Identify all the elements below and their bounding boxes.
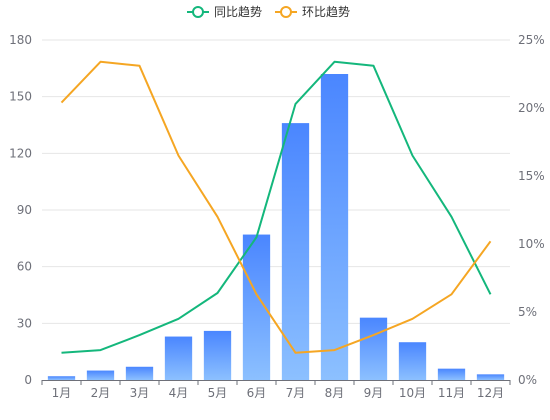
x-tick-label: 8月	[325, 386, 345, 400]
bars	[47, 74, 505, 380]
bar[interactable]	[320, 74, 349, 380]
series-line[interactable]	[61, 60, 492, 354]
y-right-tick-label: 20%	[518, 101, 545, 115]
y-left-tick-label: 150	[9, 90, 32, 104]
x-tick-label: 4月	[169, 386, 189, 400]
bar[interactable]	[47, 376, 76, 380]
y-left-tick-label: 0	[24, 373, 32, 387]
x-tick-label: 2月	[91, 386, 111, 400]
bar[interactable]	[86, 370, 115, 380]
lines	[60, 60, 492, 354]
x-tick-label: 9月	[364, 386, 384, 400]
legend-label: 环比趋势	[302, 5, 350, 19]
bar[interactable]	[203, 330, 232, 380]
bar[interactable]	[164, 336, 193, 380]
x-tick-label: 7月	[286, 386, 306, 400]
bar[interactable]	[476, 374, 505, 380]
bar[interactable]	[359, 317, 388, 380]
grid	[42, 39, 510, 324]
y-left-tick-label: 60	[17, 260, 32, 274]
y-left-tick-label: 180	[9, 33, 32, 47]
x-tick-label: 6月	[247, 386, 267, 400]
x-tick-label: 11月	[438, 386, 465, 400]
legend[interactable]: 同比趋势 环比趋势	[187, 5, 350, 19]
legend-item[interactable]: 同比趋势	[187, 5, 262, 19]
y-right-tick-label: 5%	[518, 305, 537, 319]
legend-circle-icon	[192, 6, 204, 18]
y-left-tick-label: 30	[17, 316, 32, 330]
legend-label: 同比趋势	[214, 5, 262, 19]
x-tick-label: 12月	[477, 386, 504, 400]
y-right-tick-label: 25%	[518, 33, 545, 47]
y-right-tick-label: 0%	[518, 373, 537, 387]
y-left-tick-label: 90	[17, 203, 32, 217]
y-right-tick-label: 15%	[518, 169, 545, 183]
y-right-tick-label: 10%	[518, 237, 545, 251]
axes: 0 30 60 90 120 150 180 0% 5% 10% 15% 20% 25% 1月 2月 3月 4月…	[9, 33, 545, 400]
bar[interactable]	[125, 366, 154, 380]
bar[interactable]	[437, 368, 466, 380]
x-tick-label: 1月	[52, 386, 72, 400]
series-line[interactable]	[60, 60, 492, 354]
y-left-tick-label: 120	[9, 146, 32, 160]
legend-circle-icon	[280, 6, 292, 18]
bar[interactable]	[398, 342, 427, 380]
x-tick-label: 3月	[130, 386, 150, 400]
legend-item[interactable]: 环比趋势	[275, 5, 350, 19]
bar[interactable]	[281, 123, 310, 380]
x-tick-label: 10月	[399, 386, 426, 400]
x-tick-label: 5月	[208, 386, 228, 400]
